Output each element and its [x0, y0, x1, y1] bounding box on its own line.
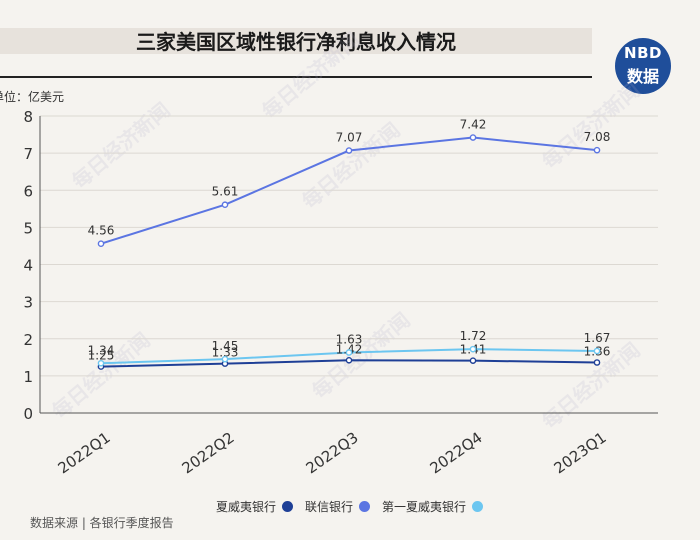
x-tick-label: 2022Q2 [179, 428, 238, 477]
data-label: 1.25 [88, 349, 115, 363]
data-point [345, 147, 353, 154]
data-source: 数据来源 | 各银行季度报告 [30, 516, 174, 530]
data-point [221, 355, 229, 363]
legend-swatch [359, 500, 371, 512]
data-label: 1.67 [584, 331, 611, 345]
data-label: 1.63 [336, 332, 363, 346]
data-label: 1.72 [460, 329, 487, 343]
data-label: 7.08 [584, 130, 611, 144]
data-label: 1.34 [88, 343, 115, 357]
x-tick-label: 2022Q1 [55, 428, 114, 477]
title-background [0, 28, 592, 54]
data-label: 7.07 [336, 131, 363, 145]
data-label: 1.33 [212, 346, 239, 360]
data-point [221, 201, 229, 209]
y-tick-label: 4 [23, 257, 33, 275]
data-point [469, 134, 477, 141]
legend-label: 联信银行 [305, 499, 354, 514]
y-tick-label: 2 [23, 331, 33, 349]
y-tick-label: 0 [23, 405, 33, 423]
x-tick-label: 2022Q3 [303, 428, 362, 477]
data-point [469, 345, 477, 353]
chart-legend: 夏威夷银行 联信银行 第一夏威夷银行 [216, 496, 495, 516]
nbd-logo: NBD 数据 [615, 38, 671, 94]
y-tick-label: 1 [23, 368, 33, 386]
data-point [97, 240, 105, 248]
legend-label: 第一夏威夷银行 [382, 499, 467, 514]
data-point [345, 356, 353, 364]
legend-item: 夏威夷银行 [216, 498, 294, 515]
data-point [593, 146, 601, 154]
data-point [593, 347, 601, 355]
logo-text-nbd: NBD [624, 44, 662, 62]
legend-swatch [282, 500, 294, 512]
logo-text-data: 数据 [626, 67, 659, 86]
data-label: 5.61 [212, 185, 239, 199]
y-tick-label: 3 [23, 294, 33, 312]
data-label: 7.42 [460, 118, 487, 132]
data-point [345, 349, 353, 356]
x-tick-label: 2023Q1 [551, 428, 610, 477]
page-title: 三家美国区域性银行净利息收入情况 [136, 30, 456, 54]
legend-label: 夏威夷银行 [216, 499, 277, 514]
title-bar: 三家美国区域性银行净利息收入情况 [0, 22, 592, 78]
y-tick-label: 5 [23, 219, 33, 237]
y-tick-label: 6 [23, 182, 33, 200]
y-tick-label: 8 [23, 108, 33, 126]
y-tick-label: 7 [23, 145, 33, 163]
data-point [97, 359, 105, 367]
data-label: 1.45 [212, 339, 239, 353]
legend-swatch [472, 500, 484, 512]
data-label: 4.56 [88, 224, 115, 238]
unit-label: 单位：亿美元 [0, 90, 65, 104]
data-point [469, 357, 477, 364]
legend-item: 第一夏威夷银行 [382, 498, 484, 515]
x-tick-label: 2022Q4 [427, 428, 486, 477]
title-underline [0, 76, 592, 78]
data-point [593, 359, 601, 366]
legend-item: 联信银行 [305, 498, 371, 515]
